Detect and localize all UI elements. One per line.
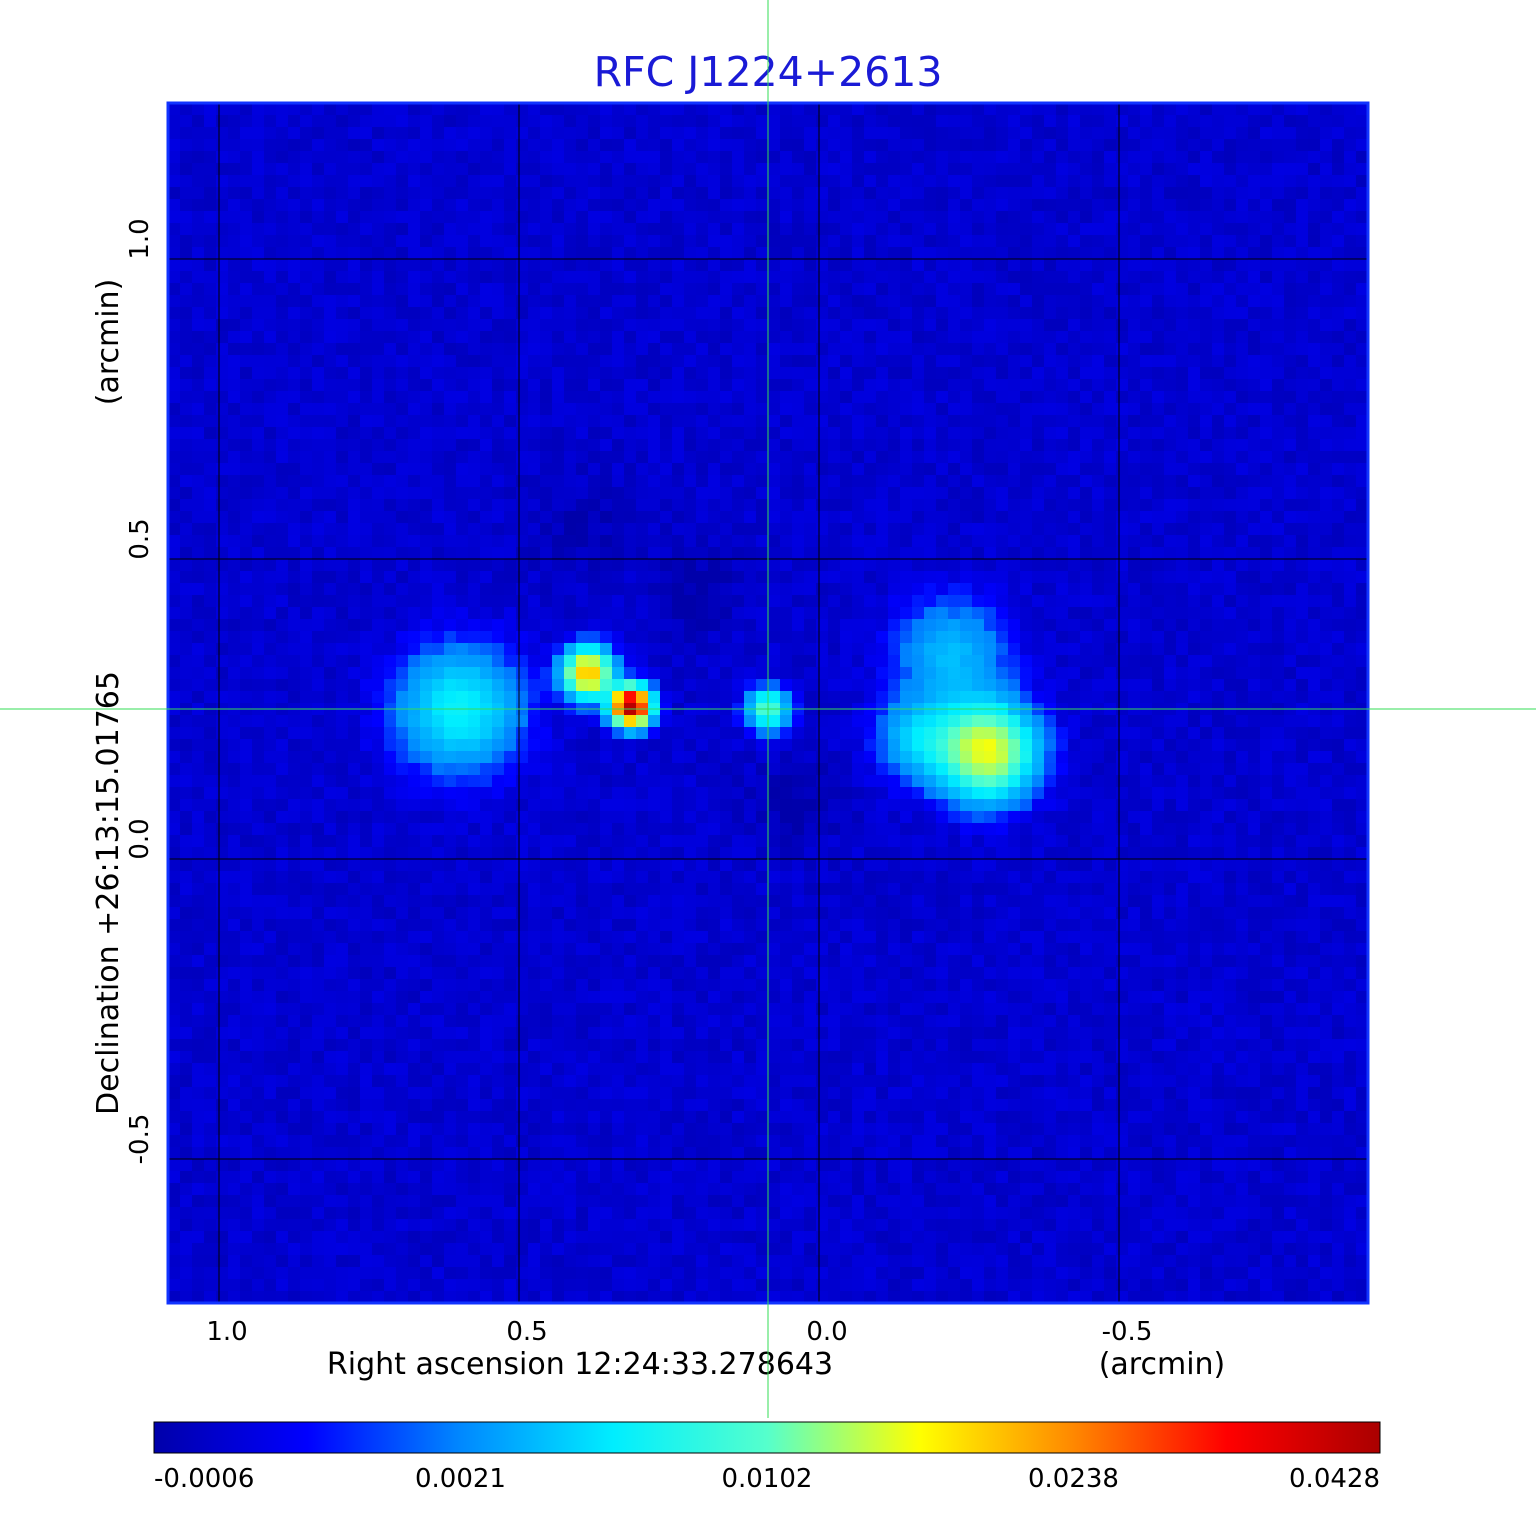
y-tick-labels: 1.0 0.5 0.0 -0.5	[125, 218, 155, 1164]
y-tick-label: 1.0	[125, 218, 155, 259]
y-tick-label: 0.0	[125, 818, 155, 859]
y-axis-unit: (arcmin)	[91, 279, 126, 406]
y-axis-label: Declination +26:13:15.01765	[91, 671, 126, 1115]
colorbar-tick-label: 0.0428	[1289, 1464, 1380, 1494]
colorbar	[153, 1421, 1381, 1454]
x-tick-labels: 1.0 0.5 0.0 -0.5	[206, 1317, 1152, 1347]
crosshair	[0, 0, 1536, 1418]
x-axis-unit: (arcmin)	[1099, 1347, 1226, 1382]
x-tick-label: 0.5	[506, 1317, 547, 1347]
y-tick-label: -0.5	[125, 1114, 155, 1165]
x-tick-label: 1.0	[206, 1317, 247, 1347]
y-tick-label: 0.5	[125, 518, 155, 559]
colorbar-tick-labels: -0.0006 0.0021 0.0102 0.0238 0.0428	[154, 1464, 1380, 1494]
colorbar-tick-label: -0.0006	[154, 1464, 254, 1494]
colorbar-tick-label: 0.0238	[1028, 1464, 1119, 1494]
x-tick-label: -0.5	[1102, 1317, 1153, 1347]
x-axis-label: Right ascension 12:24:33.278643	[327, 1347, 833, 1382]
x-tick-label: 0.0	[806, 1317, 847, 1347]
colorbar-tick-label: 0.0021	[415, 1464, 506, 1494]
colorbar-tick-label: 0.0102	[722, 1464, 813, 1494]
